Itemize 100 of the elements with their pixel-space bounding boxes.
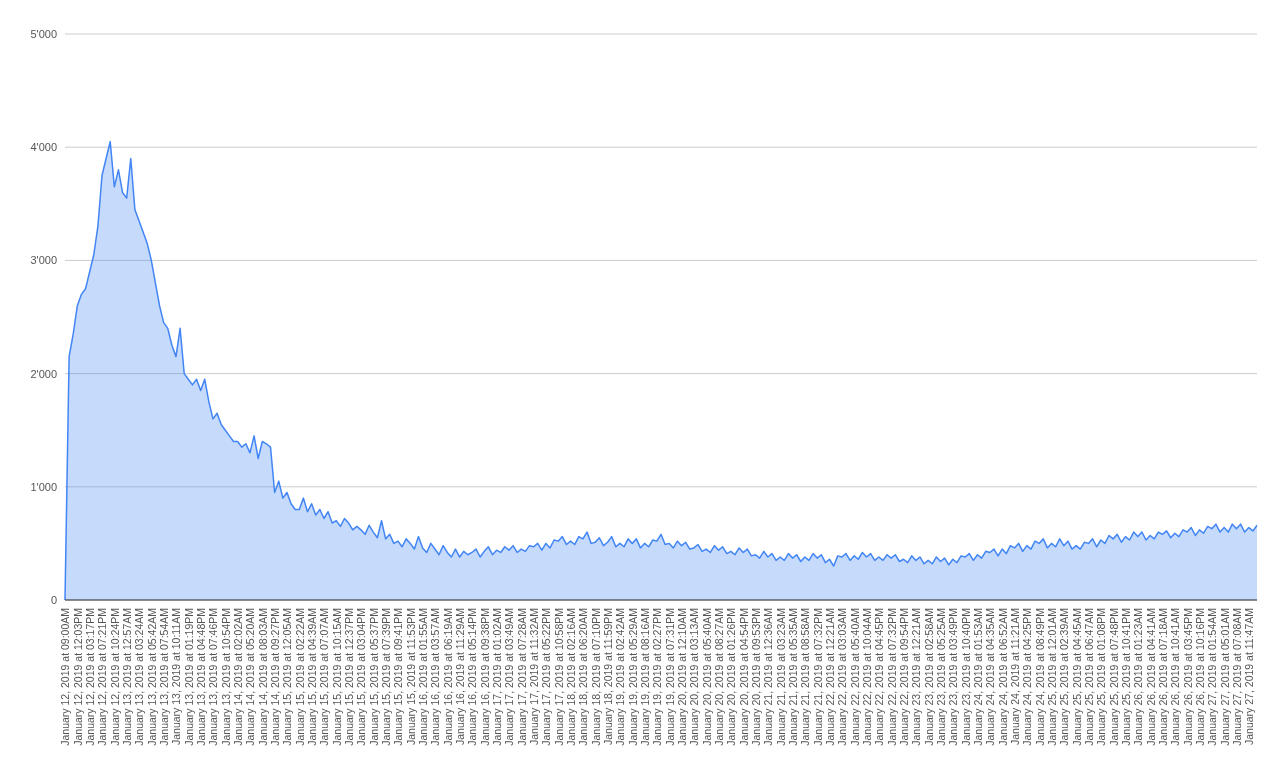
x-tick-label: January 23, 2019 at 05:25AM: [934, 608, 947, 746]
x-tick-label: January 14, 2019 at 09:27PM: [269, 608, 282, 746]
x-tick-label: January 15, 2019 at 12:37PM: [343, 608, 356, 746]
x-tick-label: January 17, 2019 at 01:02AM: [491, 608, 504, 746]
x-tick-label: January 16, 2019 at 03:57AM: [429, 608, 442, 746]
x-tick-label: January 25, 2019 at 01:08PM: [1095, 608, 1108, 746]
x-tick-label: January 18, 2019 at 07:10PM: [589, 608, 602, 746]
x-tick-label: January 13, 2019 at 03:24AM: [133, 608, 146, 746]
x-tick-label: January 12, 2019 at 12:03PM: [71, 608, 84, 746]
x-tick-label: January 15, 2019 at 03:04PM: [355, 608, 368, 746]
x-tick-label: January 15, 2019 at 12:05AM: [281, 608, 294, 746]
x-tick-label: January 24, 2019 at 01:53AM: [971, 608, 984, 746]
x-tick-label: January 19, 2019 at 02:27PM: [651, 608, 664, 746]
x-tick-label: January 21, 2019 at 12:36AM: [762, 608, 775, 746]
x-tick-label: January 23, 2019 at 02:58AM: [922, 608, 935, 746]
x-tick-label: January 22, 2019 at 07:32PM: [885, 608, 898, 746]
x-tick-label: January 23, 2019 at 10:40PM: [959, 608, 972, 746]
y-tick-label: 3'000: [30, 254, 57, 267]
x-tick-label: January 13, 2019 at 05:42AM: [145, 608, 158, 746]
x-tick-label: January 21, 2019 at 03:23AM: [774, 608, 787, 746]
x-tick-label: January 26, 2019 at 03:45PM: [1181, 608, 1194, 746]
x-tick-label: January 13, 2019 at 12:57AM: [121, 608, 134, 746]
x-tick-label: January 22, 2019 at 09:54PM: [897, 608, 910, 746]
x-tick-label: January 15, 2019 at 07:07AM: [318, 608, 331, 746]
x-tick-label: January 27, 2019 at 05:01AM: [1218, 608, 1231, 746]
x-tick-label: January 20, 2019 at 08:27AM: [713, 608, 725, 746]
y-tick-label: 5'000: [30, 27, 57, 40]
x-tick-label: January 24, 2019 at 08:49PM: [1033, 608, 1046, 746]
x-tick-label: January 21, 2019 at 08:58AM: [799, 608, 812, 746]
x-tick-label: January 22, 2019 at 05:40AM: [848, 608, 861, 746]
x-tick-label: January 25, 2019 at 04:45AM: [1070, 608, 1083, 746]
x-tick-label: January 16, 2019 at 06:19AM: [441, 608, 454, 746]
x-tick-label: January 20, 2019 at 04:54PM: [737, 608, 750, 746]
x-tick-label: January 16, 2019 at 09:38PM: [478, 608, 491, 746]
y-tick-label: 4'000: [30, 141, 57, 154]
x-tick-label: January 17, 2019 at 05:22PM: [540, 608, 553, 746]
x-tick-label: January 26, 2019 at 07:18AM: [1156, 608, 1169, 746]
x-tick-label: January 16, 2019 at 11:29AM: [454, 608, 467, 745]
x-tick-label: January 22, 2019 at 10:04AM: [860, 608, 873, 746]
x-tick-label: January 21, 2019 at 05:35AM: [786, 608, 799, 746]
x-tick-label: January 19, 2019 at 02:42AM: [614, 608, 627, 746]
x-tick-label: January 24, 2019 at 11:21AM: [1008, 608, 1021, 745]
x-tick-label: January 27, 2019 at 01:54AM: [1206, 608, 1219, 746]
x-tick-label: January 17, 2019 at 03:49AM: [503, 608, 516, 746]
x-tick-label: January 24, 2019 at 04:25PM: [1021, 608, 1034, 746]
x-tick-label: January 27, 2019 at 07:08AM: [1230, 608, 1243, 746]
x-tick-label: January 12, 2019 at 03:17PM: [84, 608, 97, 746]
x-tick-label: January 17, 2019 at 11:32AM: [528, 608, 541, 745]
x-tick-label: January 26, 2019 at 01:23AM: [1132, 608, 1145, 746]
x-tick-label: January 25, 2019 at 06:47AM: [1082, 608, 1095, 746]
x-tick-label: January 13, 2019 at 10:54PM: [219, 608, 232, 746]
x-tick-label: January 12, 2019 at 10:24PM: [108, 608, 121, 746]
x-tick-label: January 15, 2019 at 09:41PM: [392, 608, 405, 746]
x-tick-label: January 18, 2019 at 02:16AM: [565, 608, 578, 746]
x-tick-label: January 22, 2019 at 04:45PM: [873, 608, 886, 746]
x-tick-label: January 25, 2019 at 02:39AM: [1058, 608, 1071, 746]
x-tick-label: January 12, 2019 at 07:21PM: [96, 608, 109, 746]
y-tick-label: 0: [50, 593, 57, 606]
x-tick-label: January 20, 2019 at 01:26PM: [725, 608, 738, 746]
x-tick-label: January 14, 2019 at 02:02AM: [232, 608, 245, 746]
x-tick-label: January 23, 2019 at 12:21AM: [910, 608, 923, 746]
x-tick-label: January 13, 2019 at 04:48PM: [195, 608, 208, 746]
y-tick-label: 1'000: [30, 480, 57, 493]
x-tick-label: January 14, 2019 at 05:20AM: [244, 608, 257, 746]
x-tick-label: January 12, 2019 at 09:00AM: [59, 608, 72, 746]
x-tick-label: January 17, 2019 at 07:28AM: [515, 608, 528, 746]
x-tick-label: January 18, 2019 at 06:20AM: [577, 608, 590, 746]
x-tick-label: January 24, 2019 at 04:35AM: [984, 608, 997, 746]
x-tick-label: January 15, 2019 at 11:53PM: [404, 608, 417, 745]
x-tick-label: January 18, 2019 at 11:59PM: [602, 608, 615, 745]
x-tick-label: January 13, 2019 at 10:11AM: [170, 608, 183, 745]
x-tick-label: January 20, 2019 at 12:10AM: [676, 608, 689, 746]
x-tick-label: January 26, 2019 at 10:16PM: [1193, 608, 1206, 746]
x-tick-label: January 15, 2019 at 04:39AM: [306, 608, 319, 746]
x-tick-label: January 19, 2019 at 08:16AM: [639, 608, 652, 746]
x-tick-label: January 20, 2019 at 09:53PM: [749, 608, 762, 746]
x-tick-label: January 25, 2019 at 12:01AM: [1045, 608, 1058, 746]
x-tick-label: January 26, 2019 at 10:41AM: [1169, 608, 1182, 746]
x-tick-label: January 19, 2019 at 05:29AM: [626, 608, 639, 746]
x-tick-label: January 15, 2019 at 05:37PM: [367, 608, 380, 746]
x-tick-label: January 24, 2019 at 06:52AM: [996, 608, 1009, 746]
x-tick-label: January 17, 2019 at 10:58PM: [552, 608, 565, 746]
x-tick-label: January 15, 2019 at 02:22AM: [293, 608, 306, 746]
y-tick-label: 2'000: [30, 367, 57, 380]
x-tick-label: January 19, 2019 at 07:31PM: [663, 608, 676, 746]
x-tick-label: January 25, 2019 at 07:48PM: [1107, 608, 1120, 746]
x-tick-label: January 20, 2019 at 03:13AM: [688, 608, 701, 746]
x-tick-label: January 26, 2019 at 04:41AM: [1144, 608, 1157, 746]
x-tick-label: January 13, 2019 at 01:19PM: [182, 608, 195, 746]
x-tick-label: January 27, 2019 at 11:47AM: [1243, 608, 1256, 745]
x-tick-label: January 14, 2019 at 08:03AM: [256, 608, 269, 746]
x-tick-label: January 13, 2019 at 07:46PM: [207, 608, 220, 746]
x-tick-label: January 15, 2019 at 07:39PM: [380, 608, 393, 746]
x-tick-label: January 22, 2019 at 12:21AM: [823, 608, 836, 746]
x-tick-label: January 15, 2019 at 10:15AM: [330, 608, 343, 746]
x-tick-label: January 13, 2019 at 07:54AM: [158, 608, 171, 746]
x-tick-label: January 23, 2019 at 03:49PM: [947, 608, 960, 746]
x-tick-label: January 20, 2019 at 05:40AM: [700, 608, 713, 746]
x-tick-label: January 16, 2019 at 05:14PM: [466, 608, 479, 746]
x-tick-label: January 25, 2019 at 10:41PM: [1119, 608, 1132, 746]
